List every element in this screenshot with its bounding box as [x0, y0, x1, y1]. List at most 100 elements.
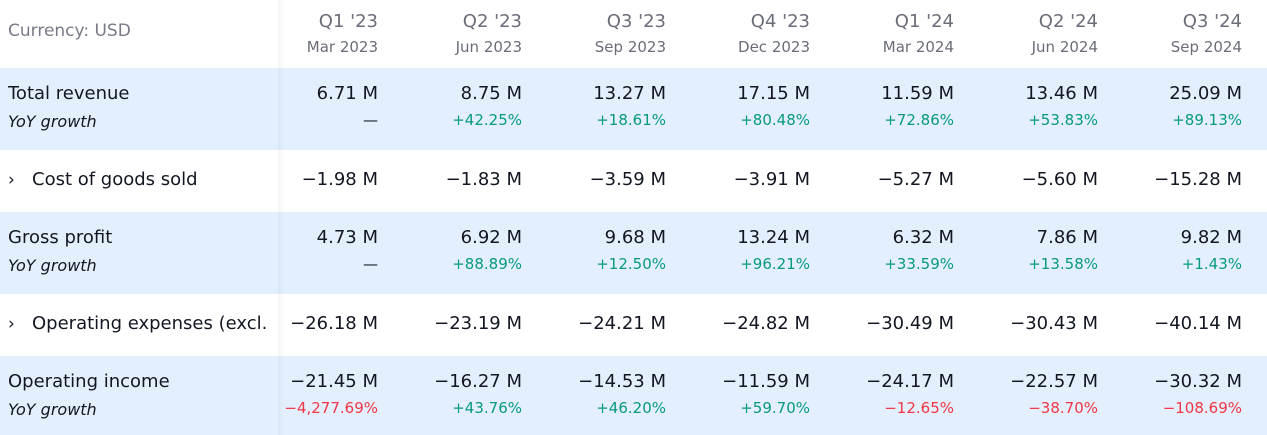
- value-cell: −5.60 M: [1021, 169, 1098, 190]
- value-cell: −24.21 M: [578, 313, 666, 334]
- period-quarter: Q1 '23: [318, 11, 378, 32]
- growth-cell: +1.43%: [1181, 255, 1242, 273]
- table-row[interactable]: › Cost of goods sold −1.98 M −1.83 M −3.59 M…: [0, 152, 1267, 212]
- table-row: Gross profit YoY growth 4.73 M 6.92 M 9.68 M…: [0, 212, 1267, 294]
- value-cell: −3.59 M: [589, 169, 666, 190]
- row-label: Gross profit: [8, 227, 278, 248]
- value-cell: 17.15 M: [737, 83, 810, 104]
- value-cell: −23.19 M: [434, 313, 522, 334]
- row-label-text: Cost of goods sold: [32, 169, 198, 190]
- value-cell: −30.32 M: [1154, 371, 1242, 392]
- period-date: Sep 2024: [1170, 38, 1242, 56]
- value-cell: 13.46 M: [1025, 83, 1098, 104]
- chevron-right-icon[interactable]: ›: [8, 314, 15, 334]
- growth-cell: +53.83%: [1028, 111, 1098, 129]
- value-cell: −24.82 M: [722, 313, 810, 334]
- growth-cell: −12.65%: [884, 399, 954, 417]
- period-date: Jun 2023: [455, 38, 522, 56]
- value-cell: −1.98 M: [301, 169, 378, 190]
- growth-cell: —: [363, 255, 378, 273]
- value-cell: 6.71 M: [316, 83, 378, 104]
- row-sublabel: YoY growth: [8, 400, 97, 419]
- growth-cell: +13.58%: [1028, 255, 1098, 273]
- growth-cell: +72.86%: [884, 111, 954, 129]
- row-label[interactable]: › Operating expenses (excl.: [8, 313, 278, 334]
- value-cell: −5.27 M: [877, 169, 954, 190]
- value-cell: 4.73 M: [316, 227, 378, 248]
- row-label-text: Gross profit: [8, 227, 113, 248]
- currency-label: Currency: USD: [8, 21, 131, 41]
- value-cell: −15.28 M: [1154, 169, 1242, 190]
- value-cell: 13.27 M: [593, 83, 666, 104]
- period-quarter: Q2 '23: [462, 11, 522, 32]
- value-cell: −24.17 M: [866, 371, 954, 392]
- label-column-shadow: [278, 0, 284, 435]
- table-row: Operating income YoY growth −21.45 M −16.27…: [0, 356, 1267, 435]
- table-row: Total revenue YoY growth 6.71 M 8.75 M 13.27…: [0, 68, 1267, 150]
- period-quarter: Q4 '23: [750, 11, 810, 32]
- row-label: Operating income: [8, 371, 278, 392]
- row-label[interactable]: › Cost of goods sold: [8, 169, 278, 190]
- value-cell: 13.24 M: [737, 227, 810, 248]
- growth-cell: −38.70%: [1028, 399, 1098, 417]
- growth-cell: +33.59%: [884, 255, 954, 273]
- period-quarter: Q2 '24: [1038, 11, 1098, 32]
- period-header: Q4 '23 Dec 2023: [666, 0, 810, 68]
- period-date: Sep 2023: [594, 38, 666, 56]
- value-cell: −3.91 M: [733, 169, 810, 190]
- row-label-text: Operating expenses (excl.: [32, 313, 268, 334]
- growth-cell: +46.20%: [596, 399, 666, 417]
- growth-cell: +80.48%: [740, 111, 810, 129]
- period-quarter: Q3 '24: [1182, 11, 1242, 32]
- chevron-right-icon[interactable]: ›: [8, 170, 15, 190]
- value-cell: −22.57 M: [1010, 371, 1098, 392]
- period-header: Q3 '24 Sep 2024: [1098, 0, 1242, 68]
- growth-cell: −4,277.69%: [284, 399, 378, 417]
- period-header: Q2 '23 Jun 2023: [378, 0, 522, 68]
- value-cell: −14.53 M: [578, 371, 666, 392]
- value-cell: 9.68 M: [604, 227, 666, 248]
- value-cell: 9.82 M: [1180, 227, 1242, 248]
- growth-cell: −108.69%: [1162, 399, 1242, 417]
- row-sublabel: YoY growth: [8, 256, 97, 275]
- period-header: Q1 '24 Mar 2024: [810, 0, 954, 68]
- period-header: Q2 '24 Jun 2024: [954, 0, 1098, 68]
- growth-cell: +18.61%: [596, 111, 666, 129]
- value-cell: −26.18 M: [290, 313, 378, 334]
- row-label-text: Operating income: [8, 371, 170, 392]
- period-quarter: Q1 '24: [894, 11, 954, 32]
- value-cell: 8.75 M: [460, 83, 522, 104]
- value-cell: −16.27 M: [434, 371, 522, 392]
- growth-cell: +88.89%: [452, 255, 522, 273]
- growth-cell: +96.21%: [740, 255, 810, 273]
- value-cell: −1.83 M: [445, 169, 522, 190]
- table-row[interactable]: › Operating expenses (excl. −26.18 M −23.19…: [0, 296, 1267, 356]
- value-cell: −21.45 M: [290, 371, 378, 392]
- value-cell: −30.49 M: [866, 313, 954, 334]
- period-date: Mar 2024: [882, 38, 954, 56]
- row-label: Total revenue: [8, 83, 278, 104]
- value-cell: −40.14 M: [1154, 313, 1242, 334]
- period-date: Jun 2024: [1031, 38, 1098, 56]
- period-quarter: Q3 '23: [606, 11, 666, 32]
- row-sublabel: YoY growth: [8, 112, 97, 131]
- growth-cell: +43.76%: [452, 399, 522, 417]
- value-cell: 11.59 M: [881, 83, 954, 104]
- period-date: Dec 2023: [738, 38, 810, 56]
- period-date: Mar 2023: [306, 38, 378, 56]
- growth-cell: +42.25%: [452, 111, 522, 129]
- growth-cell: —: [363, 111, 378, 129]
- growth-cell: +12.50%: [596, 255, 666, 273]
- value-cell: −11.59 M: [722, 371, 810, 392]
- value-cell: 7.86 M: [1036, 227, 1098, 248]
- period-header: Q3 '23 Sep 2023: [522, 0, 666, 68]
- value-cell: 6.32 M: [892, 227, 954, 248]
- value-cell: 6.92 M: [460, 227, 522, 248]
- value-cell: −30.43 M: [1010, 313, 1098, 334]
- row-label-text: Total revenue: [8, 83, 130, 104]
- period-header: Q1 '23 Mar 2023: [234, 0, 378, 68]
- table-header: Currency: USD Q1 '23 Mar 2023 Q2 '23 Jun 20…: [0, 0, 1267, 68]
- growth-cell: +89.13%: [1172, 111, 1242, 129]
- growth-cell: +59.70%: [740, 399, 810, 417]
